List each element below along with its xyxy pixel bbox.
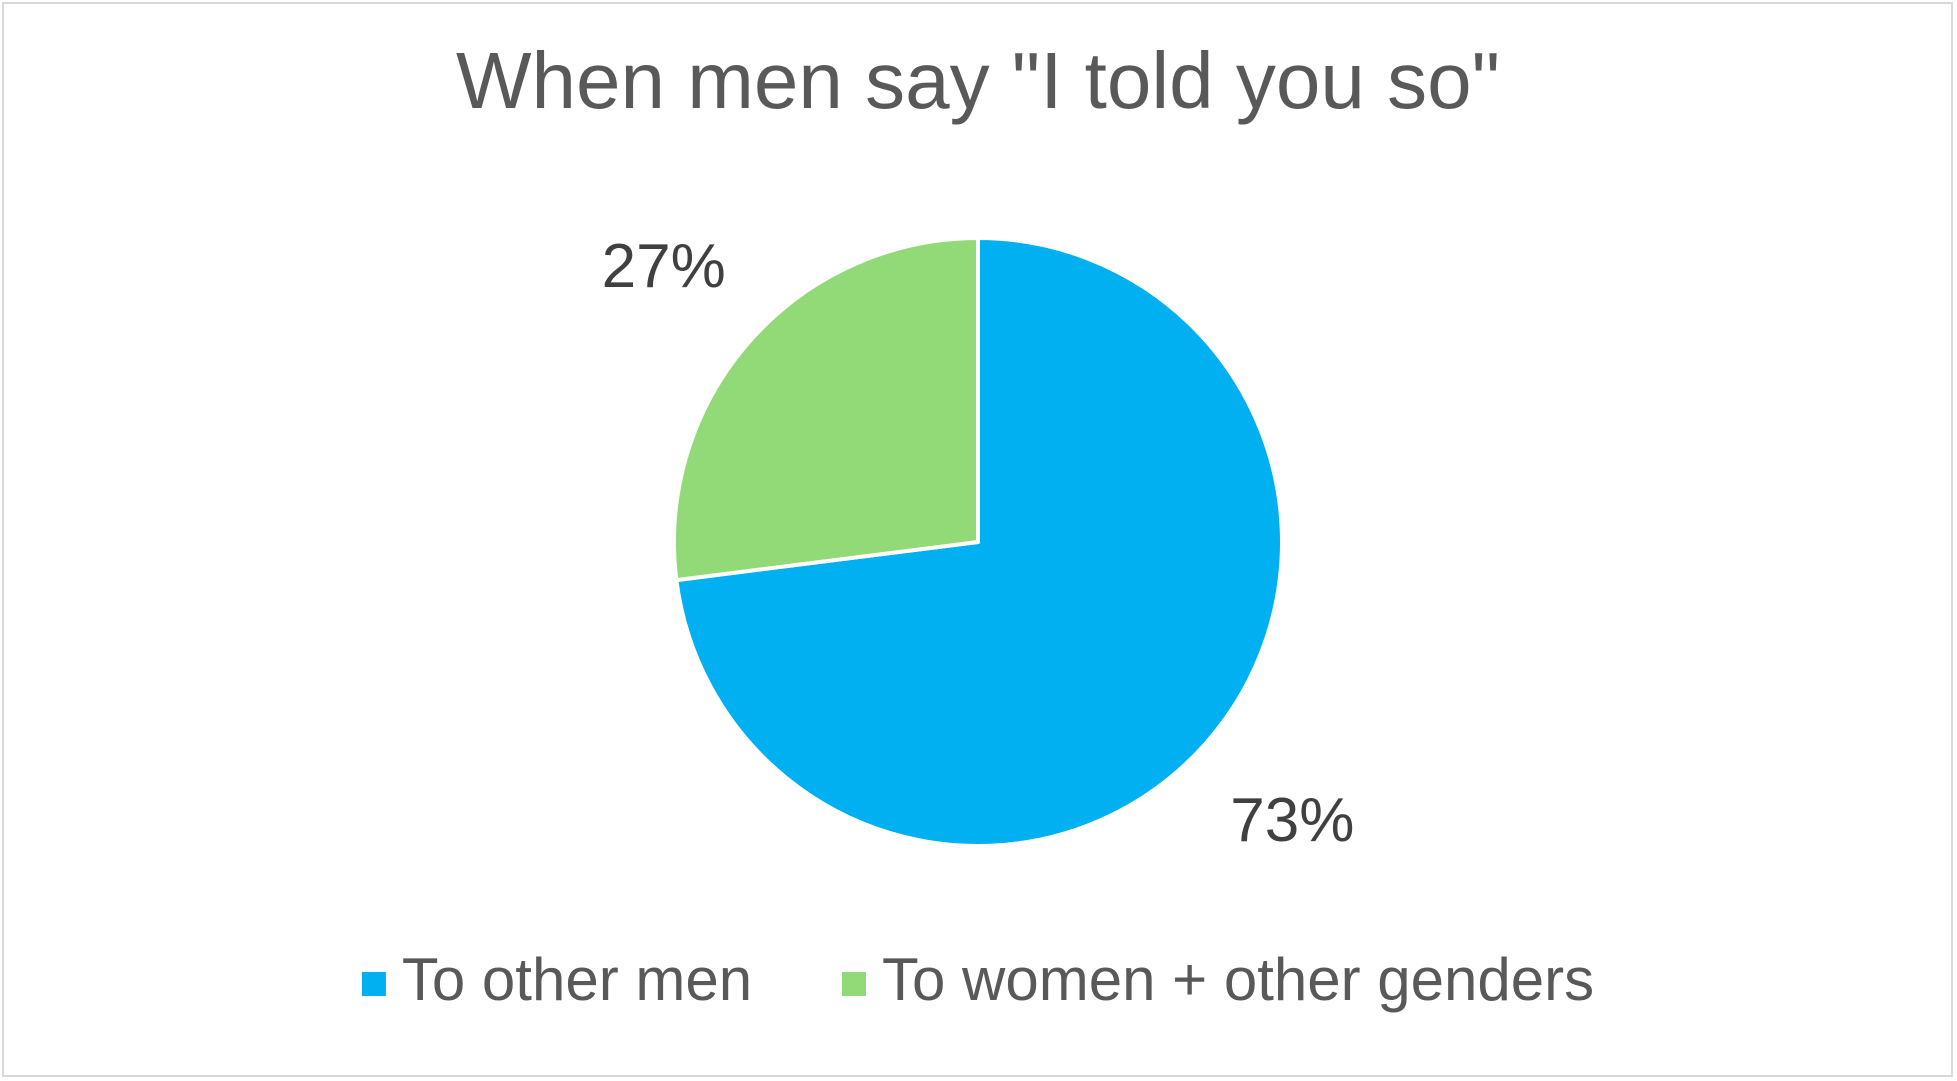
legend: To other men To women + other genders	[361, 946, 1594, 1013]
chart-title: When men say "I told you so"	[456, 36, 1500, 125]
legend-label-2: To women + other genders	[882, 946, 1594, 1013]
data-label-2: 27%	[602, 232, 726, 301]
legend-label-1: To other men	[402, 946, 752, 1013]
pie-slices	[672, 236, 1284, 848]
legend-item-1: To other men	[361, 946, 752, 1013]
pie-slice-2	[672, 236, 980, 583]
legend-marker-2	[842, 972, 866, 996]
data-label-1: 73%	[1230, 786, 1354, 855]
data-labels: 73% 27%	[602, 232, 1355, 855]
legend-item-2: To women + other genders	[842, 946, 1594, 1013]
legend-marker-1	[361, 972, 386, 996]
